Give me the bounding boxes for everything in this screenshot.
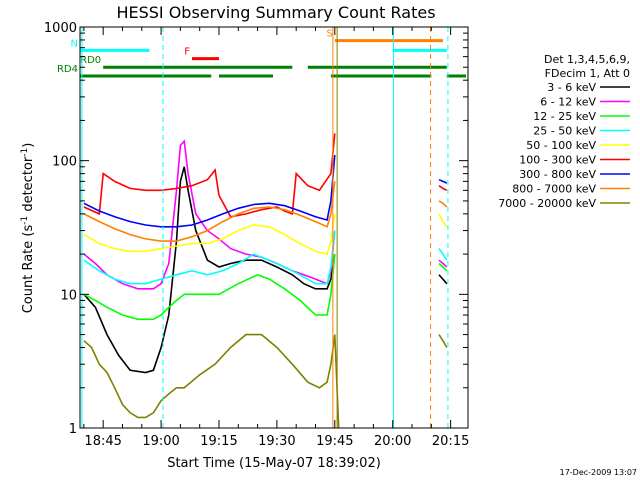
- chart-title: HESSI Observing Summary Count Rates: [116, 3, 435, 22]
- axis-ticks: 18:45 19:00 19:15 19:30 19:45 20:00 20:15 1 10 10…: [44, 21, 469, 449]
- series-line-late: [438, 200, 448, 208]
- series-1: [83, 139, 448, 290]
- series-line-late: [438, 178, 448, 184]
- legend-entry-label: 800 - 7000 keV: [512, 183, 596, 196]
- x-tick-label: 19:15: [200, 434, 237, 449]
- series-line-late: [438, 213, 448, 228]
- legend-entry-label: 6 - 12 keV: [540, 96, 596, 109]
- series-line: [83, 213, 336, 256]
- generation-timestamp: 17-Dec-2009 13:07: [560, 468, 637, 477]
- legend-entry-label: 7000 - 20000 keV: [498, 197, 596, 210]
- state-label: RD4: [57, 64, 78, 75]
- state-label: N: [71, 38, 78, 49]
- series-line-late: [438, 259, 448, 268]
- y-tick-label: 10: [60, 288, 77, 303]
- series-7: [83, 181, 448, 242]
- y-tick-label: 1: [69, 422, 77, 437]
- series-line-late: [438, 274, 448, 285]
- series-0: [83, 166, 448, 374]
- y-tick-label: 100: [52, 155, 77, 170]
- legend-entry-label: 25 - 50 keV: [533, 125, 596, 138]
- y-axis-label: Count Rate (s-1 detector-1): [20, 143, 36, 314]
- series-4: [83, 213, 448, 256]
- series-line-late: [438, 262, 448, 272]
- x-tick-label: 19:00: [142, 434, 179, 449]
- series-3: [83, 230, 448, 285]
- series-line: [83, 333, 340, 429]
- state-label: F: [184, 47, 190, 58]
- x-tick-label: 19:45: [316, 434, 353, 449]
- series-8: [83, 333, 448, 429]
- event-vertical-lines: [81, 27, 449, 428]
- series-5: [83, 133, 448, 218]
- legend-entry-label: 50 - 100 keV: [526, 139, 596, 152]
- legend-header-detectors: Det 1,3,4,5,6,9,: [544, 53, 630, 66]
- legend-entry-label: 100 - 300 keV: [519, 154, 596, 167]
- series-line: [83, 254, 336, 321]
- legend-entry-label: 3 - 6 keV: [547, 81, 596, 94]
- series-2: [83, 254, 448, 321]
- legend-entry-label: 12 - 25 keV: [533, 110, 596, 123]
- series-line: [83, 133, 336, 218]
- series-line: [83, 230, 336, 285]
- data-series-layer: [83, 133, 448, 429]
- x-tick-label: 20:15: [432, 434, 469, 449]
- series-line: [83, 155, 336, 228]
- legend-entry-label: 300 - 800 keV: [519, 168, 596, 181]
- x-tick-label: 19:30: [258, 434, 295, 449]
- series-line: [83, 181, 336, 242]
- x-axis-label: Start Time (15-May-07 18:39:02): [167, 456, 381, 471]
- series-6: [83, 155, 448, 228]
- series-line: [83, 139, 336, 290]
- y-tick-label: 1000: [44, 21, 77, 36]
- plot-frame: [79, 26, 469, 429]
- legend: Det 1,3,4,5,6,9, FDecim 1, Att 0 3 - 6 k…: [498, 53, 630, 210]
- legend-header-decimation: FDecim 1, Att 0: [545, 67, 630, 80]
- series-line: [83, 166, 336, 374]
- series-line-late: [438, 334, 448, 348]
- series-line-late: [438, 248, 448, 261]
- x-tick-label: 18:45: [84, 434, 121, 449]
- x-tick-label: 20:00: [374, 434, 411, 449]
- series-line-late: [438, 185, 448, 192]
- state-label: S: [326, 29, 332, 40]
- state-label: RD0: [80, 55, 101, 66]
